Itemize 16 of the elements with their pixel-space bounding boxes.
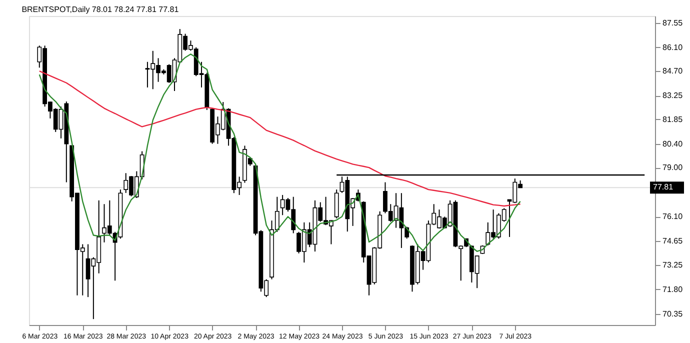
ref-line-label: 77.81 xyxy=(653,182,674,192)
line-series xyxy=(38,70,521,207)
y-tick-label: 79.00 xyxy=(662,163,684,172)
y-tick-label: 70.35 xyxy=(662,309,684,318)
y-tick-label: 87.55 xyxy=(662,18,684,28)
y-tick-label: 84.70 xyxy=(662,66,684,76)
chart-title: BRENTSPOT,Daily 78.01 78.24 77.81 77.81 xyxy=(22,5,180,14)
y-tick-label: 81.85 xyxy=(662,114,684,124)
y-tick-label: 73.25 xyxy=(662,260,684,270)
y-tick-label: 76.10 xyxy=(662,212,684,222)
y-tick-label: 86.10 xyxy=(662,42,684,52)
candlestick xyxy=(334,189,339,219)
y-tick-label: 83.25 xyxy=(662,91,684,100)
y-tick-label: 80.40 xyxy=(662,139,684,148)
y-tick-label: 71.80 xyxy=(662,284,684,294)
y-tick-label: 74.65 xyxy=(662,236,684,246)
